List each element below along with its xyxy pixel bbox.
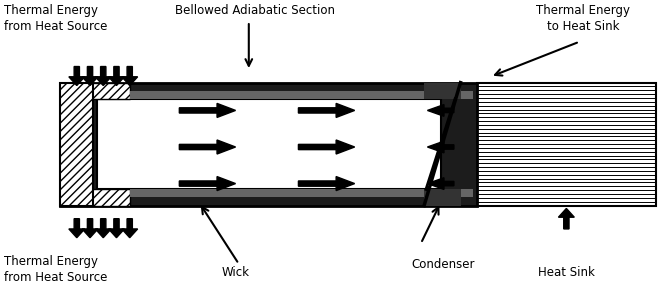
- FancyArrow shape: [428, 141, 454, 153]
- Bar: [60, 83, 130, 99]
- Bar: [130, 189, 473, 197]
- Text: Evaporator
Section: Evaporator Section: [77, 130, 142, 158]
- FancyArrow shape: [558, 208, 574, 229]
- FancyArrow shape: [298, 177, 355, 191]
- Text: Wick: Wick: [221, 266, 249, 279]
- FancyArrow shape: [82, 219, 98, 238]
- Bar: [60, 83, 477, 206]
- Bar: [97, 99, 441, 189]
- FancyArrow shape: [109, 219, 125, 238]
- FancyArrow shape: [179, 103, 235, 117]
- Bar: [424, 189, 461, 206]
- Text: Heat Sink: Heat Sink: [538, 266, 595, 279]
- Text: Thermal Energy
from Heat Source: Thermal Energy from Heat Source: [4, 255, 107, 284]
- FancyArrow shape: [298, 103, 355, 117]
- Text: Thermal Energy
to Heat Sink: Thermal Energy to Heat Sink: [536, 4, 630, 33]
- FancyArrow shape: [298, 140, 355, 154]
- FancyArrow shape: [428, 178, 454, 189]
- FancyArrow shape: [109, 66, 125, 86]
- FancyArrow shape: [428, 105, 454, 116]
- FancyArrow shape: [122, 66, 138, 86]
- Bar: [477, 83, 656, 206]
- FancyArrow shape: [179, 140, 235, 154]
- Text: Bellowed Adiabatic Section: Bellowed Adiabatic Section: [176, 4, 335, 17]
- FancyArrow shape: [179, 177, 235, 191]
- FancyArrow shape: [122, 219, 138, 238]
- Bar: [60, 83, 93, 206]
- FancyArrow shape: [69, 66, 85, 86]
- Bar: [60, 189, 130, 206]
- FancyArrow shape: [69, 219, 85, 238]
- FancyArrow shape: [82, 66, 98, 86]
- Text: Vapor: Vapor: [261, 138, 296, 151]
- FancyArrow shape: [95, 66, 111, 86]
- Text: Condenser: Condenser: [411, 258, 475, 271]
- Bar: [424, 83, 461, 99]
- Bar: [130, 91, 473, 99]
- Text: Thermal Energy
from Heat Source: Thermal Energy from Heat Source: [4, 4, 107, 33]
- FancyArrow shape: [95, 219, 111, 238]
